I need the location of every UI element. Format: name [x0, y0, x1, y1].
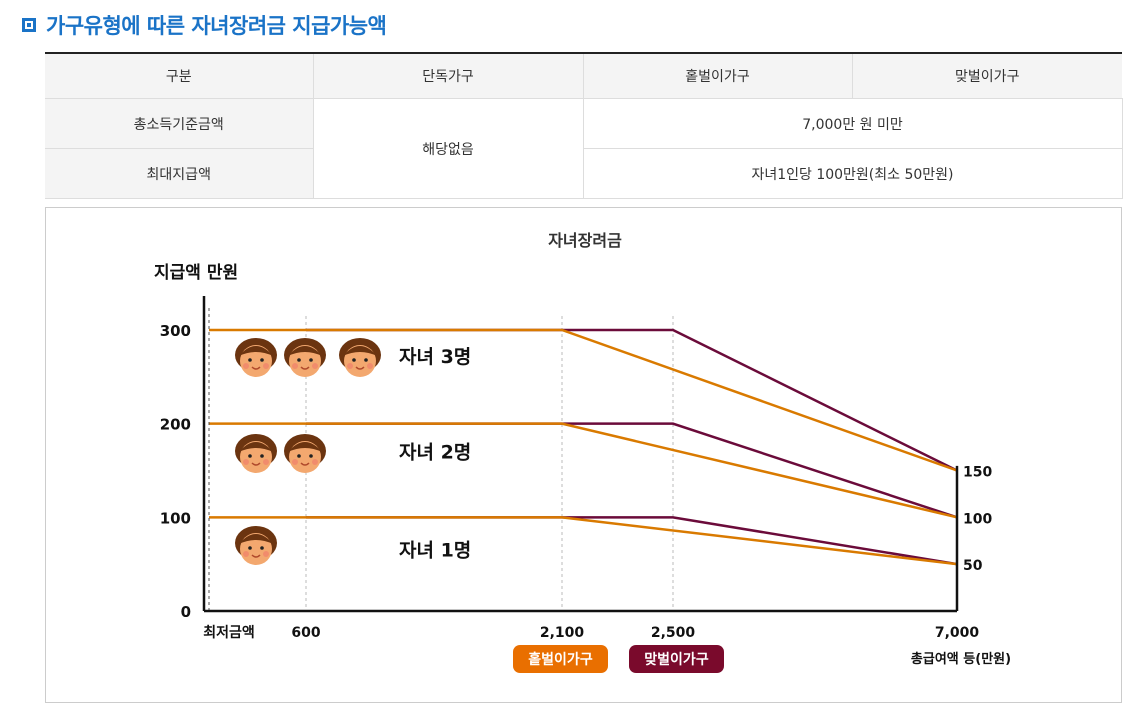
section-title: 가구유형에 따른 자녀장려금 지급가능액	[46, 14, 387, 38]
cheek	[243, 459, 249, 465]
table-header-cell: 구분	[45, 52, 314, 99]
child-face-icon	[284, 434, 326, 473]
eye	[364, 358, 368, 362]
eye	[297, 454, 301, 458]
y-axis-label: 지급액 만원	[154, 263, 238, 283]
children-count-label: 자녀 2명	[399, 441, 471, 463]
child-face-icon	[235, 434, 277, 473]
cheek	[367, 363, 373, 369]
child-face-icon	[235, 338, 277, 377]
x-tick-label: 최저금액	[203, 624, 255, 641]
chart-svg: 자녀장려금 지급액 만원 총급여액 등(만원) 0 100 200 300 최저금액 60…	[154, 231, 1011, 667]
eye	[309, 358, 313, 362]
table-header-cell: 맞벌이가구	[852, 52, 1122, 99]
section-heading: 가구유형에 따른 자녀장려금 지급가능액	[22, 10, 387, 40]
eye	[248, 358, 252, 362]
mouth	[355, 366, 365, 370]
cheek	[243, 551, 249, 557]
child-face-icon	[235, 526, 277, 565]
face	[240, 441, 272, 473]
cheek	[263, 459, 269, 465]
series-line-3-children	[209, 328, 958, 472]
cheek	[312, 363, 318, 369]
eye	[260, 454, 264, 458]
fringe	[343, 346, 377, 356]
mouth	[300, 462, 310, 466]
right-tick-label: 50	[963, 558, 983, 574]
face	[289, 441, 321, 473]
eye	[248, 546, 252, 550]
mouth	[300, 366, 310, 370]
right-tick-label: 100	[963, 511, 992, 527]
cheek	[263, 363, 269, 369]
x-tick-label: 7,000	[935, 625, 980, 641]
eye	[260, 546, 264, 550]
eye	[309, 454, 313, 458]
eye	[352, 358, 356, 362]
right-tick-label: 150	[963, 465, 992, 481]
child-face-icon	[339, 338, 381, 377]
x-tick-label: 600	[291, 625, 320, 641]
series-line-2-children	[306, 422, 958, 519]
fringe	[239, 346, 273, 356]
cheek	[243, 363, 249, 369]
income-threshold-value: 7,000만 원 미만	[583, 98, 1123, 149]
fringe	[239, 442, 273, 452]
child-face-icon	[284, 338, 326, 377]
mouth	[251, 462, 261, 466]
x-axis-label: 총급여액 등(만원)	[911, 651, 1011, 667]
table-header-row: 구분 단독가구 홑벌이가구 맞벌이가구	[45, 52, 1122, 99]
eligibility-table: 구분 단독가구 홑벌이가구 맞벌이가구 총소득기준금액 해당없음 7,000만 …	[45, 52, 1123, 199]
chart-title: 자녀장려금	[548, 231, 622, 250]
face	[289, 345, 321, 377]
row-label: 최대지급액	[45, 148, 314, 199]
y-tick-label: 200	[160, 416, 191, 434]
max-payment-value: 자녀1인당 100만원(최소 50만원)	[583, 148, 1123, 199]
face	[344, 345, 376, 377]
y-tick-label: 100	[160, 509, 191, 527]
eye	[248, 454, 252, 458]
children-count-label: 자녀 3명	[399, 346, 471, 368]
face	[240, 345, 272, 377]
mouth	[251, 366, 261, 370]
x-tick-label: 2,100	[540, 625, 585, 641]
y-tick-label: 300	[160, 322, 191, 340]
fringe	[288, 346, 322, 356]
chart-panel: 자녀장려금 지급액 만원 총급여액 등(만원) 0 100 200 300 최저금액 60…	[45, 207, 1122, 703]
children-count-label: 자녀 1명	[399, 540, 471, 562]
x-tick-label: 2,500	[651, 625, 696, 641]
cheek	[347, 363, 353, 369]
legend-single-income: 홑벌이가구	[513, 645, 608, 673]
cheek	[263, 551, 269, 557]
square-bullet-icon	[22, 18, 36, 32]
eye	[297, 358, 301, 362]
table-row: 총소득기준금액 해당없음 7,000만 원 미만	[45, 98, 1123, 199]
face	[240, 533, 272, 565]
fringe	[288, 442, 322, 452]
y-tick-label: 0	[181, 603, 191, 621]
series-line-2-children	[209, 422, 958, 519]
table-row: 최대지급액 자녀1인당 100만원(최소 50만원)	[45, 148, 1123, 199]
table-header-cell: 단독가구	[313, 52, 584, 99]
table-header-cell: 홑벌이가구	[583, 52, 853, 99]
single-household-value: 해당없음	[313, 98, 584, 199]
cheek	[312, 459, 318, 465]
mouth	[251, 554, 261, 558]
cheek	[292, 459, 298, 465]
fringe	[239, 534, 273, 544]
legend-dual-income: 맞벌이가구	[629, 645, 724, 673]
eye	[260, 358, 264, 362]
row-label: 총소득기준금액	[45, 98, 314, 149]
series-line-1-children	[209, 516, 958, 566]
cheek	[292, 363, 298, 369]
